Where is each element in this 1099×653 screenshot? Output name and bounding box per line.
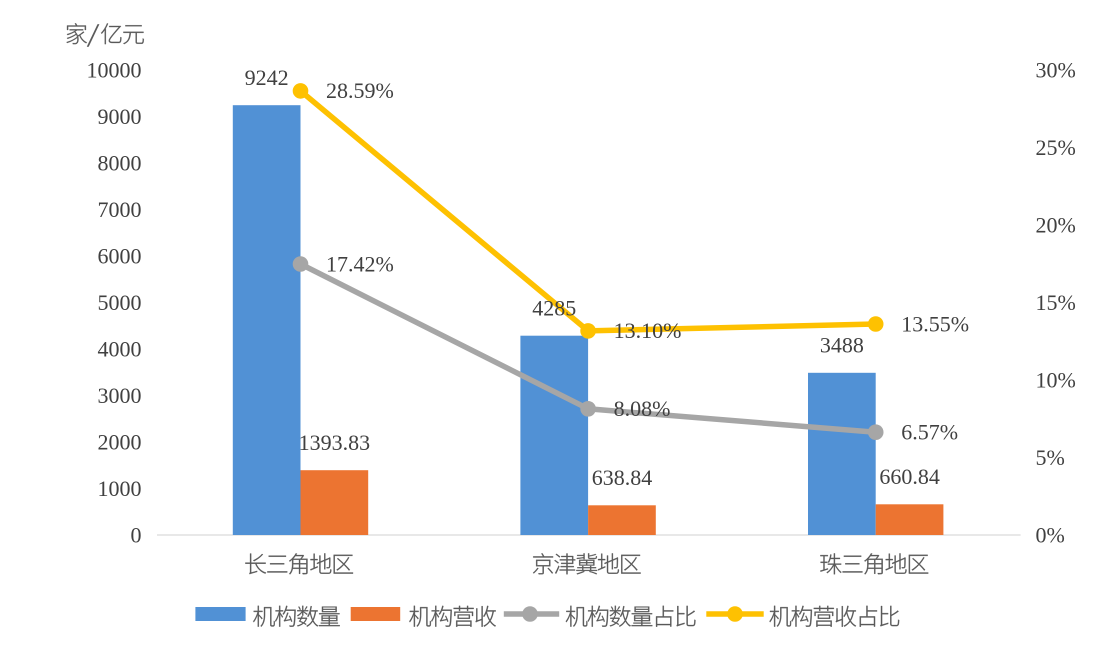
svg-text:6.57%: 6.57% [901,420,958,445]
svg-text:28.59%: 28.59% [326,78,394,103]
svg-text:1000: 1000 [98,476,142,501]
svg-text:5%: 5% [1036,445,1065,470]
svg-text:0%: 0% [1036,522,1065,547]
svg-text:10000: 10000 [87,57,142,82]
svg-text:8000: 8000 [98,150,142,175]
svg-text:9000: 9000 [98,104,142,129]
svg-text:17.42%: 17.42% [326,251,394,276]
svg-text:4000: 4000 [98,336,142,361]
svg-text:7000: 7000 [98,197,142,222]
svg-text:8.08%: 8.08% [614,396,671,421]
svg-text:13.55%: 13.55% [901,311,969,336]
svg-text:9242: 9242 [245,65,289,90]
svg-text:2000: 2000 [98,429,142,454]
svg-text:13.10%: 13.10% [614,318,682,343]
svg-text:15%: 15% [1036,290,1076,315]
svg-text:1393.83: 1393.83 [299,430,371,455]
svg-text:660.84: 660.84 [879,464,940,489]
svg-text:20%: 20% [1036,212,1076,237]
svg-text:30%: 30% [1036,57,1076,82]
svg-text:3000: 3000 [98,383,142,408]
svg-text:25%: 25% [1036,135,1076,160]
svg-text:10%: 10% [1036,367,1076,392]
svg-text:3488: 3488 [820,333,864,358]
svg-text:4285: 4285 [532,296,576,321]
svg-text:638.84: 638.84 [592,465,653,490]
svg-text:5000: 5000 [98,290,142,315]
svg-text:6000: 6000 [98,243,142,268]
svg-text:0: 0 [131,522,142,547]
